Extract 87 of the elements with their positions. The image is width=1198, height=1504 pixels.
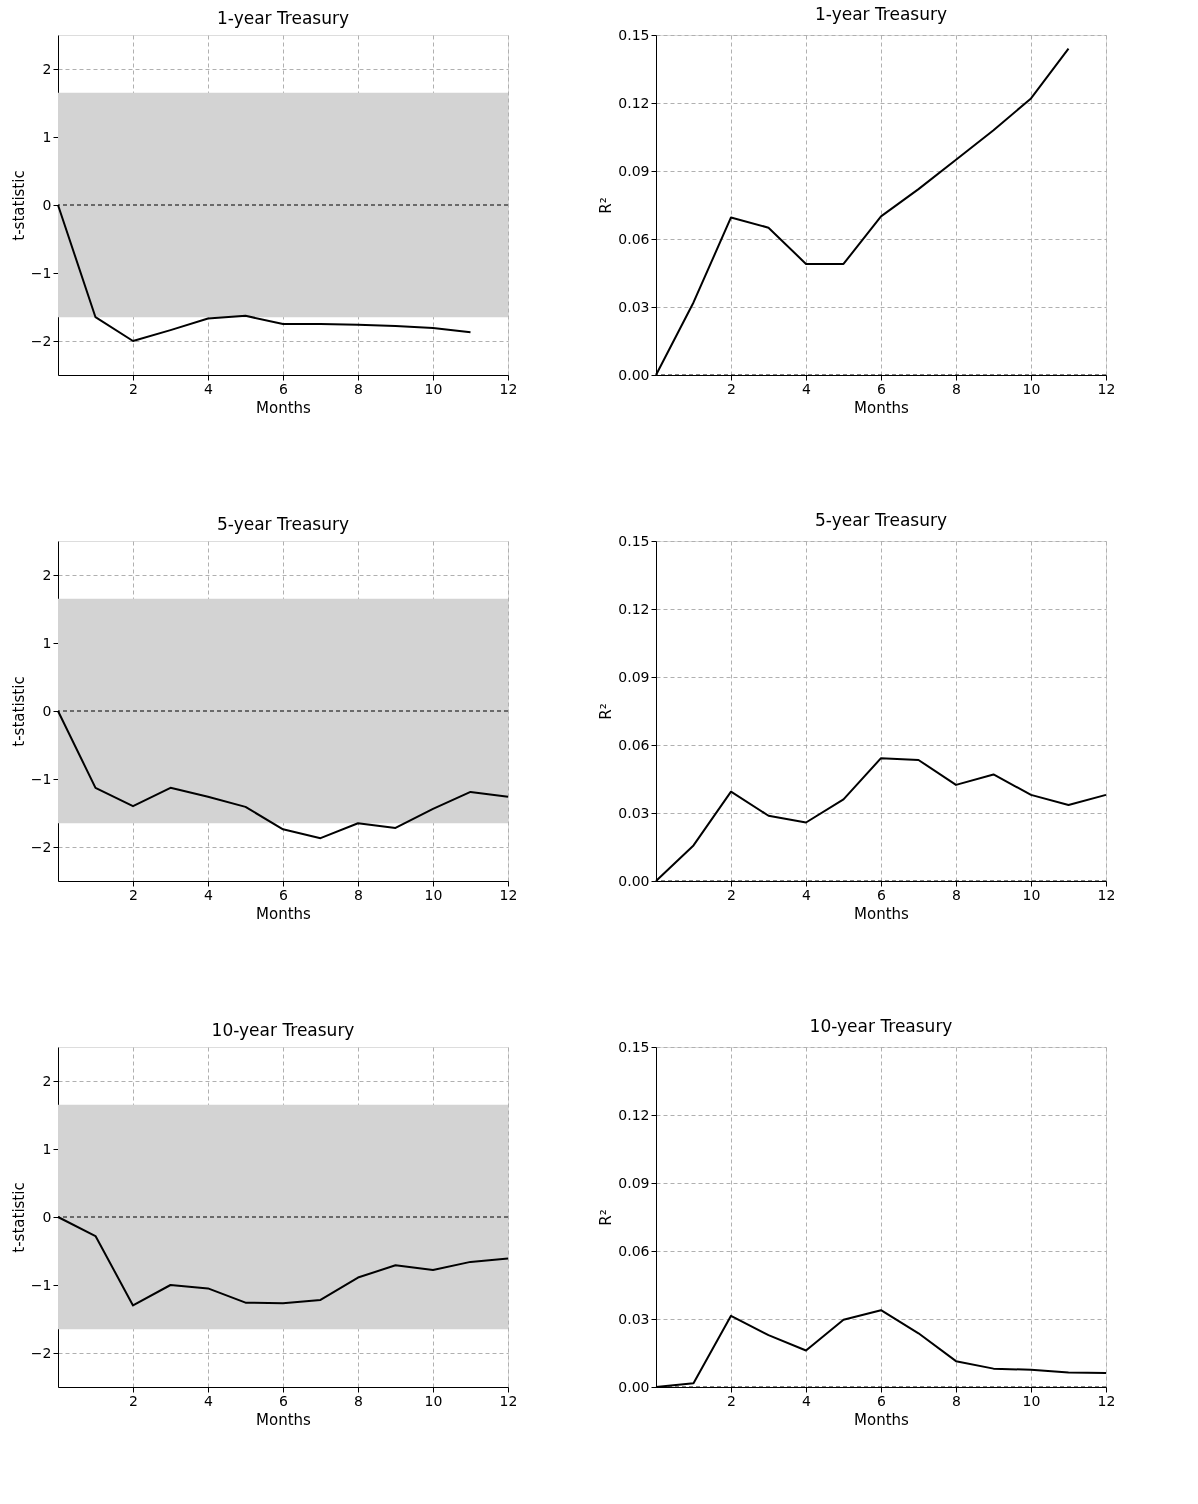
y-tick-label: 0.09 [618, 1174, 650, 1191]
y-tick-label: −2 [30, 332, 52, 349]
y-tick-label: 0.03 [618, 1310, 650, 1327]
x-tick-label: 4 [204, 380, 214, 397]
x-axis-title: Months [854, 398, 910, 417]
y-axis-title: R² [597, 703, 616, 720]
x-axis-title: Months [854, 1410, 910, 1429]
x-tick-label: 2 [129, 1392, 138, 1409]
y-tick-label: −1 [30, 264, 52, 281]
y-tick-label: 0 [42, 702, 52, 719]
y-axis-title: t-statistic [9, 1182, 28, 1253]
y-tick-label: −1 [30, 1276, 52, 1293]
x-tick-label: 12 [1097, 886, 1116, 903]
y-tick-label: 0.03 [618, 804, 650, 821]
y-tick-label: 2 [42, 60, 52, 77]
x-tick-label: 8 [354, 1392, 363, 1409]
x-tick-label: 12 [499, 886, 518, 903]
x-tick-label: 6 [279, 380, 289, 397]
x-tick-label: 6 [877, 1392, 887, 1409]
x-tick-label: 10 [424, 886, 443, 903]
y-tick-label: 0.03 [618, 298, 650, 315]
chart-title: 1-year Treasury [814, 4, 948, 24]
y-tick-label: 0.12 [618, 94, 650, 111]
y-tick-label: 0.09 [618, 668, 650, 685]
y-tick-label: 0.06 [618, 1242, 650, 1259]
x-tick-label: 2 [727, 1392, 736, 1409]
x-tick-label: 10 [424, 1392, 443, 1409]
y-tick-label: 0.12 [618, 1106, 650, 1123]
x-axis-title: Months [256, 1410, 312, 1429]
y-tick-label: 0.15 [618, 26, 650, 43]
chart-title: 1-year Treasury [216, 8, 350, 29]
x-tick-label: 8 [952, 886, 961, 903]
x-tick-label: 6 [877, 380, 887, 397]
x-tick-label: 6 [279, 886, 289, 903]
x-tick-label: 10 [1022, 1392, 1041, 1409]
x-tick-label: 10 [424, 380, 443, 397]
x-tick-label: 2 [129, 886, 138, 903]
y-tick-label: 0 [42, 196, 52, 213]
x-tick-label: 12 [499, 380, 518, 397]
x-tick-label: 4 [802, 886, 812, 903]
x-tick-label: 10 [1022, 380, 1041, 397]
y-tick-label: 0.00 [618, 872, 650, 889]
x-tick-label: 12 [499, 1392, 518, 1409]
x-tick-label: 4 [204, 886, 214, 903]
y-tick-label: 0.09 [618, 162, 650, 179]
x-axis-title: Months [256, 904, 312, 923]
y-tick-label: 0.00 [618, 366, 650, 383]
x-tick-label: 4 [802, 380, 812, 397]
x-tick-label: 2 [727, 380, 736, 397]
x-tick-label: 4 [204, 1392, 214, 1409]
x-tick-label: 6 [279, 1392, 289, 1409]
y-tick-label: 0.06 [618, 736, 650, 753]
y-tick-label: 2 [42, 1072, 52, 1089]
x-tick-label: 8 [952, 1392, 961, 1409]
x-tick-label: 4 [802, 1392, 812, 1409]
x-tick-label: 12 [1097, 380, 1116, 397]
chart-title: 10-year Treasury [809, 1016, 953, 1036]
x-axis-title: Months [256, 398, 312, 417]
y-tick-label: 0.06 [618, 230, 650, 247]
y-tick-label: −1 [30, 770, 52, 787]
x-tick-label: 2 [727, 886, 736, 903]
y-tick-label: 1 [42, 1140, 52, 1157]
y-axis-title: R² [597, 197, 616, 214]
y-axis-title: t-statistic [9, 170, 28, 241]
y-tick-label: 1 [42, 128, 52, 145]
x-tick-label: 8 [354, 380, 363, 397]
x-tick-label: 12 [1097, 1392, 1116, 1409]
y-tick-label: 0.15 [618, 1038, 650, 1055]
y-tick-label: −2 [30, 1344, 52, 1361]
x-tick-label: 8 [952, 380, 961, 397]
y-tick-label: 0 [42, 1208, 52, 1225]
x-tick-label: 2 [129, 380, 138, 397]
y-tick-label: 0.12 [618, 600, 650, 617]
chart-title: 5-year Treasury [814, 510, 948, 530]
x-tick-label: 10 [1022, 886, 1041, 903]
x-tick-label: 8 [354, 886, 363, 903]
x-axis-title: Months [854, 904, 910, 923]
y-tick-label: 0.00 [618, 1378, 650, 1395]
y-tick-label: 0.15 [618, 532, 650, 549]
y-tick-label: 1 [42, 634, 52, 651]
y-axis-title: R² [597, 1209, 616, 1226]
chart-title: 5-year Treasury [216, 514, 350, 535]
y-tick-label: 2 [42, 566, 52, 583]
y-axis-title: t-statistic [9, 676, 28, 747]
x-tick-label: 6 [877, 886, 887, 903]
chart-title: 10-year Treasury [211, 1020, 355, 1041]
y-tick-label: −2 [30, 838, 52, 855]
